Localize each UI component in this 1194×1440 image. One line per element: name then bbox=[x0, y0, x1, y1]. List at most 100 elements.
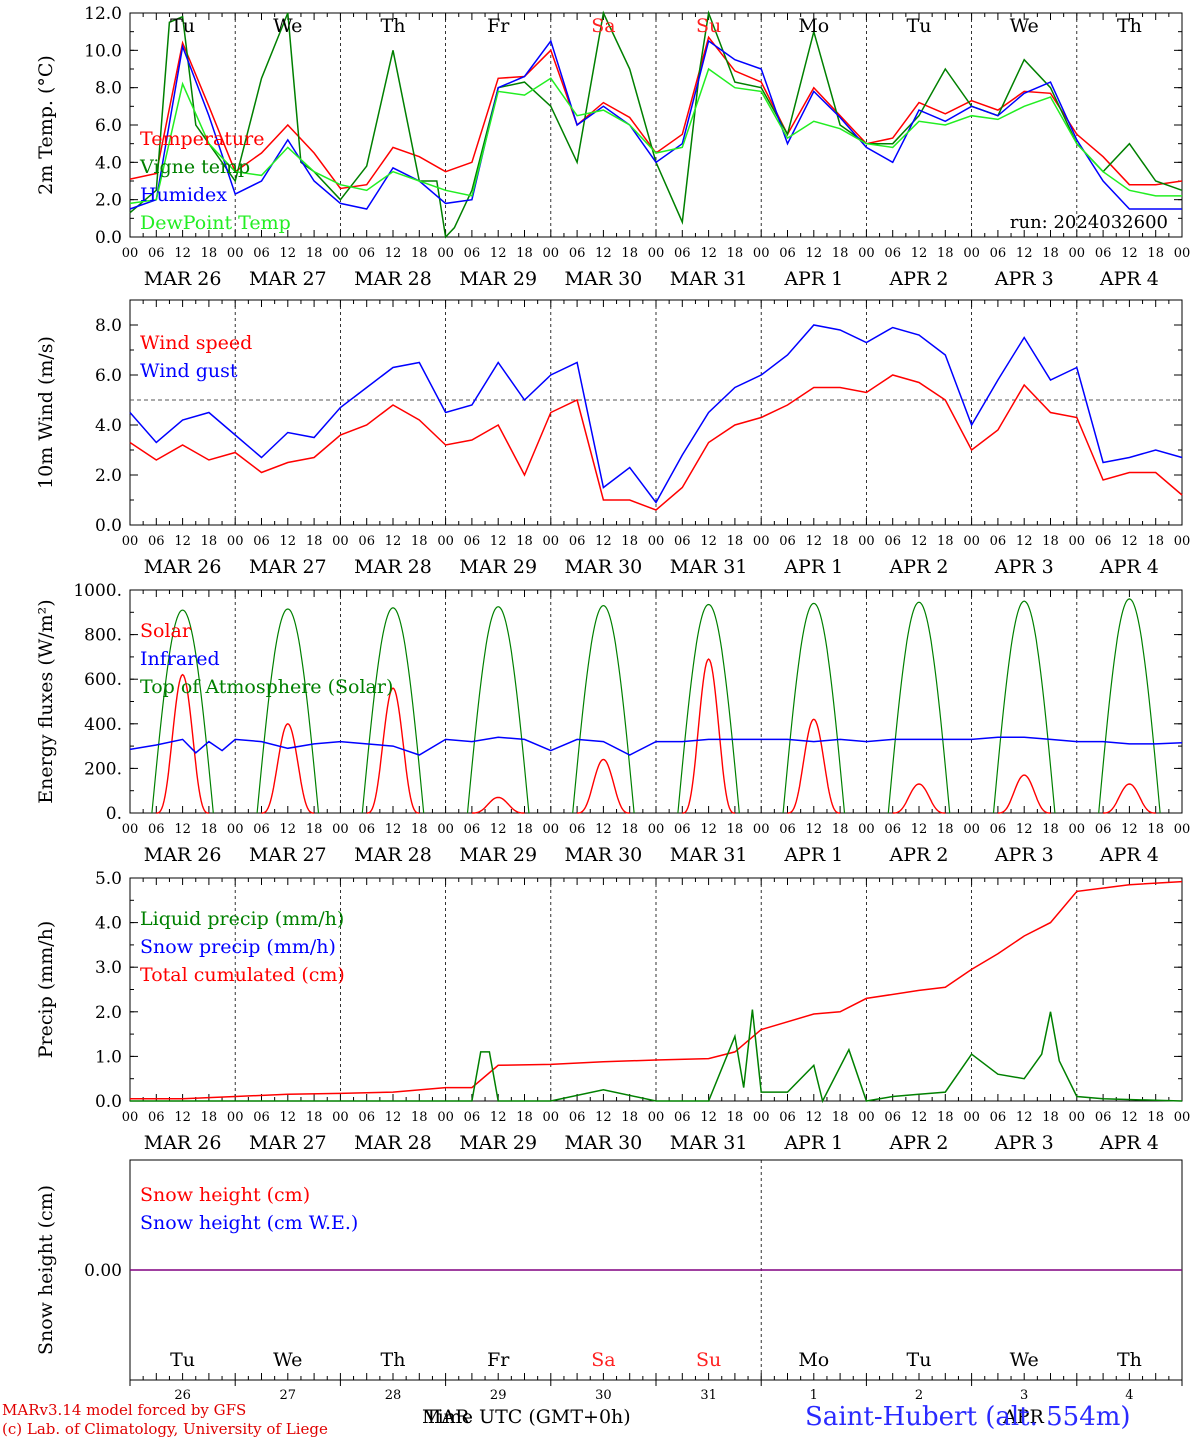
y-tick-label: 2.0 bbox=[95, 1003, 122, 1023]
solar-line bbox=[892, 783, 946, 814]
hour-tick-label: 18 bbox=[1147, 1110, 1164, 1125]
hour-tick-label: 18 bbox=[411, 534, 428, 549]
legend-label: Snow precip (mm/h) bbox=[140, 936, 336, 958]
toa-solar-line bbox=[572, 604, 635, 814]
hour-tick-label: 18 bbox=[1042, 822, 1059, 837]
hour-tick-label: 18 bbox=[727, 246, 744, 261]
hour-tick-label: 12 bbox=[806, 822, 823, 837]
y-tick-label: 8.0 bbox=[95, 316, 122, 336]
y-tick-label: 4.0 bbox=[95, 153, 122, 173]
day-name: Fr bbox=[487, 15, 510, 37]
hour-tick-label: 18 bbox=[306, 822, 323, 837]
day-name: Tu bbox=[907, 1349, 932, 1371]
hour-tick-label: 12 bbox=[174, 246, 191, 261]
hour-tick-label: 00 bbox=[227, 534, 244, 549]
liquid-precip-mm-h-line bbox=[130, 1009, 1183, 1104]
hour-tick-label: 12 bbox=[1016, 1110, 1033, 1125]
toa-solar-line bbox=[1098, 598, 1161, 814]
legend-label: Solar bbox=[140, 620, 192, 642]
date-label: APR 4 bbox=[1099, 844, 1159, 866]
date-label: APR 3 bbox=[994, 1132, 1054, 1154]
date-label: APR 4 bbox=[1099, 556, 1159, 578]
hour-tick-label: 06 bbox=[148, 534, 165, 549]
hour-tick-label: 18 bbox=[411, 1110, 428, 1125]
hour-tick-label: 12 bbox=[385, 246, 402, 261]
solar-line bbox=[261, 723, 315, 814]
hour-tick-label: 00 bbox=[332, 534, 349, 549]
date-label: MAR 27 bbox=[249, 844, 327, 866]
hour-tick-label: 12 bbox=[280, 534, 297, 549]
day-name: Tu bbox=[907, 15, 932, 37]
hour-tick-label: 00 bbox=[963, 822, 980, 837]
day-number: 1 bbox=[810, 1388, 818, 1403]
hour-tick-label: 00 bbox=[858, 1110, 875, 1125]
hour-tick-label: 00 bbox=[122, 822, 139, 837]
hour-tick-label: 00 bbox=[1069, 246, 1086, 261]
hour-tick-label: 12 bbox=[911, 1110, 928, 1125]
hour-tick-label: 06 bbox=[1095, 246, 1112, 261]
toa-solar-line bbox=[466, 606, 530, 814]
day-name: Sa bbox=[591, 1349, 615, 1371]
date-label: MAR 30 bbox=[565, 1132, 643, 1154]
hour-tick-label: 18 bbox=[516, 246, 533, 261]
date-label: APR 1 bbox=[783, 1132, 843, 1154]
run-annotation: run: 2024032600 bbox=[1010, 212, 1168, 233]
hour-tick-label: 18 bbox=[727, 534, 744, 549]
day-name: Su bbox=[696, 1349, 721, 1371]
hour-tick-label: 00 bbox=[122, 246, 139, 261]
hour-tick-label: 18 bbox=[621, 1110, 638, 1125]
dewpoint-temp-line bbox=[129, 67, 1182, 205]
hour-tick-label: 06 bbox=[779, 534, 796, 549]
hour-tick-label: 12 bbox=[1016, 534, 1033, 549]
hour-tick-label: 12 bbox=[174, 822, 191, 837]
date-label: APR 2 bbox=[889, 268, 949, 290]
hour-tick-label: 06 bbox=[674, 1110, 691, 1125]
date-label: MAR 29 bbox=[459, 268, 537, 290]
y-tick-label: 4.0 bbox=[95, 914, 122, 934]
date-label: MAR 30 bbox=[565, 556, 643, 578]
hour-tick-label: 00 bbox=[1069, 1110, 1086, 1125]
hour-tick-label: 18 bbox=[832, 1110, 849, 1125]
legend-label: Snow height (cm) bbox=[140, 1184, 310, 1206]
hour-tick-label: 06 bbox=[779, 822, 796, 837]
hour-tick-label: 12 bbox=[1121, 246, 1138, 261]
hour-tick-label: 06 bbox=[569, 822, 586, 837]
hour-tick-label: 12 bbox=[490, 534, 507, 549]
solar-line bbox=[682, 658, 735, 814]
y-tick-label: 1000. bbox=[73, 581, 122, 601]
y-tick-label: 6.0 bbox=[95, 116, 122, 136]
hour-tick-label: 18 bbox=[937, 1110, 954, 1125]
hour-tick-label: 00 bbox=[122, 1110, 139, 1125]
hour-tick-label: 00 bbox=[437, 534, 454, 549]
hour-tick-label: 00 bbox=[858, 534, 875, 549]
hour-tick-label: 18 bbox=[1042, 534, 1059, 549]
hour-tick-label: 12 bbox=[595, 1110, 612, 1125]
y-tick-label: 400. bbox=[84, 715, 122, 735]
toa-solar-line bbox=[677, 603, 740, 814]
toa-solar-line bbox=[782, 602, 846, 814]
hour-tick-label: 18 bbox=[306, 1110, 323, 1125]
hour-tick-label: 00 bbox=[1069, 822, 1086, 837]
hour-tick-label: 12 bbox=[806, 246, 823, 261]
hour-tick-label: 18 bbox=[516, 534, 533, 549]
hour-tick-label: 12 bbox=[911, 822, 928, 837]
hour-tick-label: 06 bbox=[779, 1110, 796, 1125]
hour-tick-label: 18 bbox=[937, 822, 954, 837]
hour-tick-label: 06 bbox=[358, 1110, 375, 1125]
y-tick-label: 1.0 bbox=[95, 1047, 122, 1067]
hour-tick-label: 18 bbox=[621, 246, 638, 261]
hour-tick-label: 06 bbox=[358, 246, 375, 261]
station-name: Saint-Hubert (alt. 554m) bbox=[805, 1402, 1131, 1432]
hour-tick-label: 06 bbox=[569, 246, 586, 261]
hour-tick-label: 06 bbox=[253, 534, 270, 549]
date-label: MAR 26 bbox=[144, 556, 222, 578]
y-tick-label: 2.0 bbox=[95, 466, 122, 486]
legend-label: Wind speed bbox=[140, 332, 252, 354]
y-axis-label: Precip (mm/h) bbox=[35, 921, 57, 1059]
date-label: APR 3 bbox=[994, 844, 1054, 866]
hour-tick-label: 00 bbox=[543, 822, 560, 837]
hour-tick-label: 06 bbox=[884, 534, 901, 549]
y-axis-label: 10m Wind (m/s) bbox=[35, 336, 57, 489]
date-label: MAR 26 bbox=[144, 268, 222, 290]
